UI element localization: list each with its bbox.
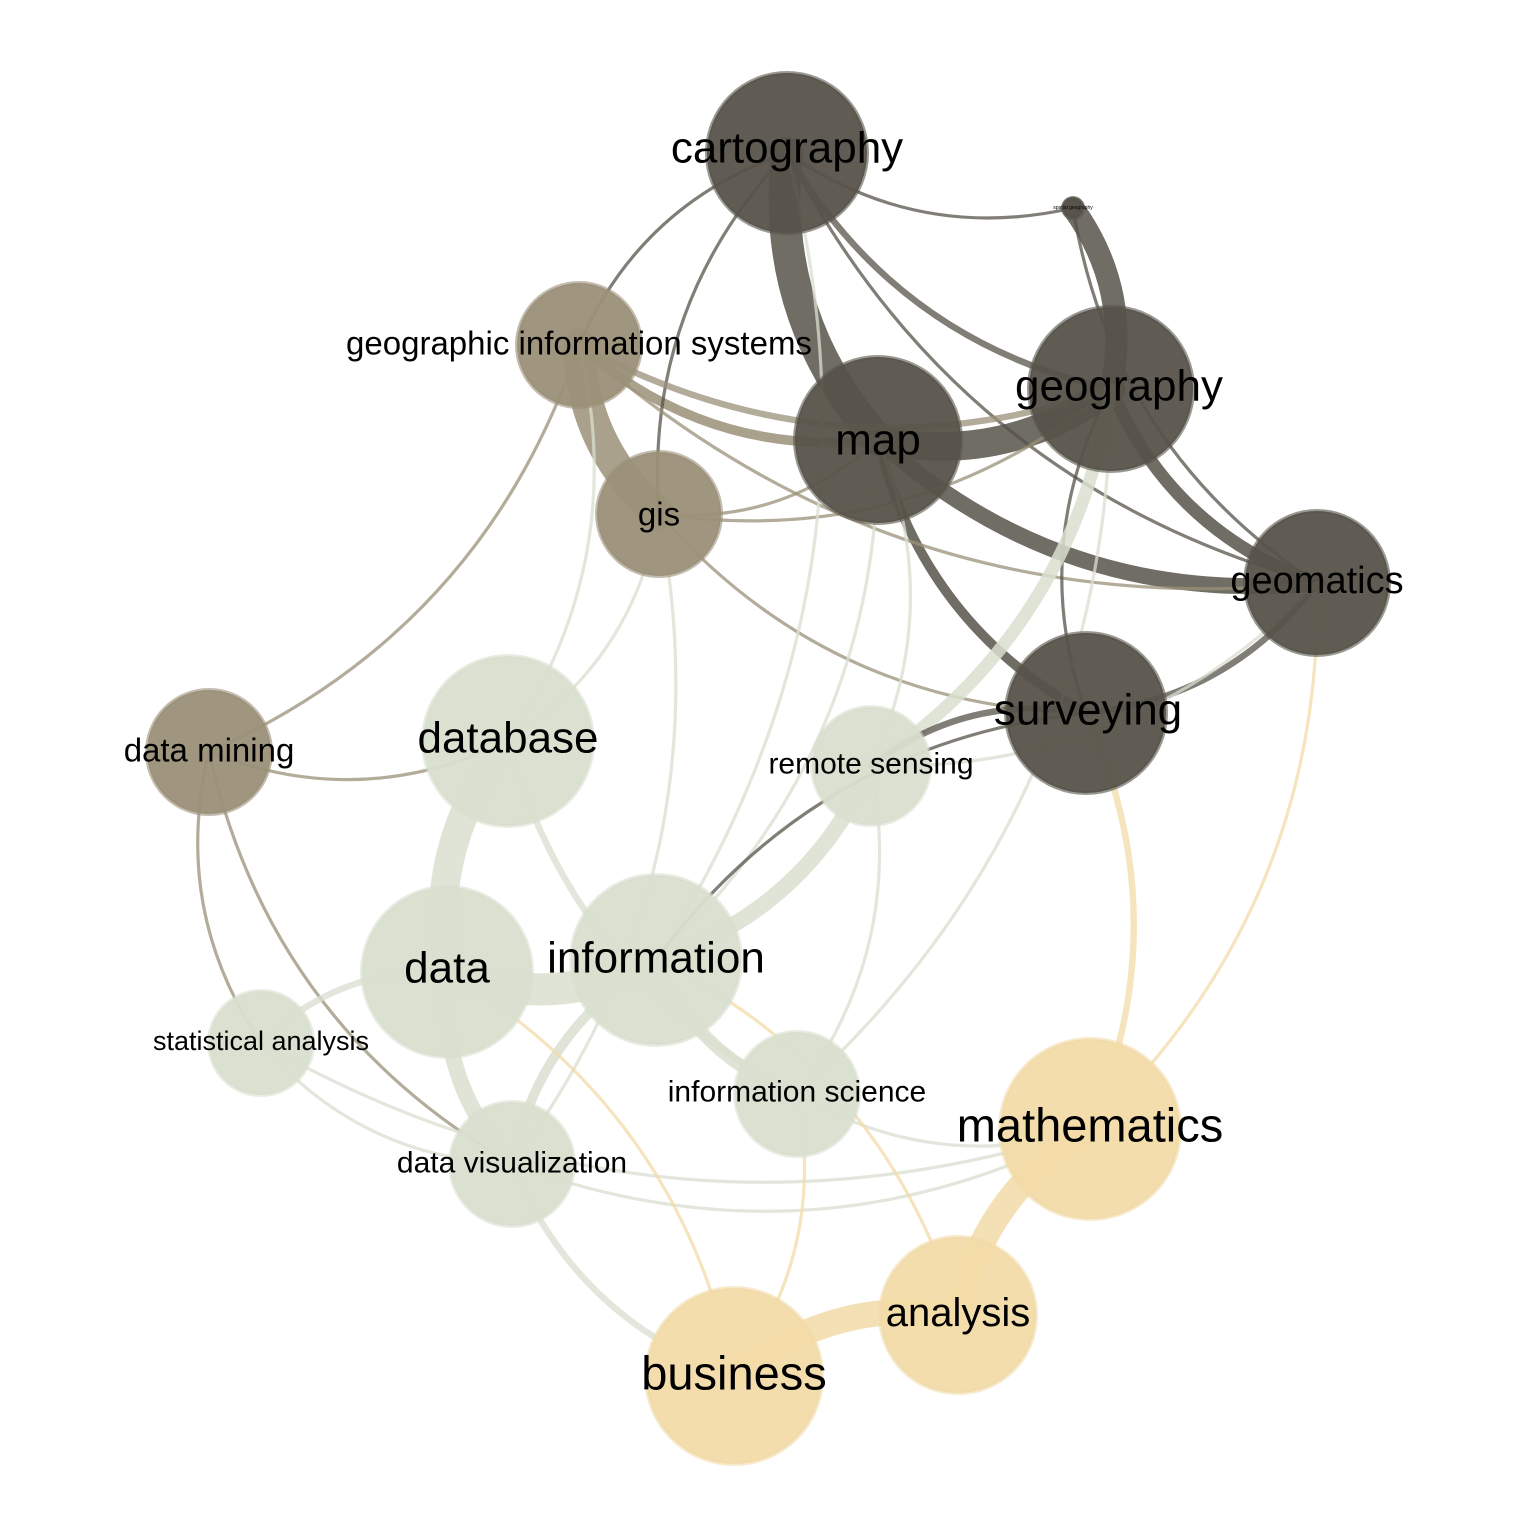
node-database[interactable] [421, 654, 595, 828]
node-mathematics[interactable] [998, 1037, 1182, 1221]
node-surveying[interactable] [1004, 631, 1168, 795]
node-cartography[interactable] [705, 71, 869, 235]
node-label-database: database [417, 714, 598, 763]
node-label-surveying: surveying [994, 686, 1182, 735]
node-label-geomatics: geomatics [1230, 560, 1403, 602]
node-label-information: information [547, 934, 765, 983]
node-label-data: data [404, 944, 490, 993]
edge-statistical-analysis-mathematics [259, 1041, 1092, 1184]
node-layer [145, 71, 1391, 1466]
node-label-cartography: cartography [671, 124, 903, 173]
node-label-analysis: analysis [886, 1291, 1031, 1335]
label-layer: cartography spatial geography geographic i… [124, 124, 1404, 1400]
node-gis[interactable] [595, 450, 723, 578]
node-geographic-information-systems[interactable] [515, 281, 643, 409]
node-data-visualization[interactable] [448, 1100, 576, 1228]
node-geomatics[interactable] [1243, 509, 1391, 657]
edge-cartography-geomatics [785, 151, 1319, 585]
node-analysis[interactable] [878, 1235, 1038, 1395]
node-map[interactable] [793, 355, 963, 525]
node-business[interactable] [644, 1286, 824, 1466]
edge-data-visualization-gis [510, 512, 678, 1166]
node-label-gis: gis [638, 496, 680, 533]
node-label-business: business [641, 1347, 827, 1400]
edge-information-science-geography [795, 387, 1113, 1096]
node-information[interactable] [569, 873, 743, 1047]
node-label-statistical-analysis: statistical analysis [153, 1026, 369, 1056]
edge-information-cartography [654, 151, 824, 962]
node-spatial-geography[interactable] [1061, 196, 1085, 220]
node-geography[interactable] [1027, 305, 1195, 473]
node-label-data-mining: data mining [124, 732, 295, 769]
node-label-spatial-geography: spatial geography [1053, 205, 1093, 211]
node-label-geographic-information-systems: geographic information systems [346, 325, 812, 362]
edge-data-mining-data-visualization [207, 750, 514, 1166]
node-information-science[interactable] [733, 1030, 861, 1158]
node-label-map: map [835, 416, 921, 465]
node-label-information-science: information science [668, 1076, 926, 1109]
node-remote-sensing[interactable] [810, 705, 932, 827]
node-label-mathematics: mathematics [957, 1099, 1223, 1152]
node-statistical-analysis[interactable] [207, 989, 315, 1097]
node-label-remote-sensing: remote sensing [768, 748, 973, 781]
edge-geographic-information-systems-geomatics [577, 343, 1319, 591]
node-label-geography: geography [1015, 362, 1223, 411]
node-label-data-visualization: data visualization [397, 1147, 627, 1180]
edge-data-mining-geographic-information-systems [207, 343, 581, 754]
node-data-mining[interactable] [145, 688, 273, 816]
node-data[interactable] [360, 885, 534, 1059]
